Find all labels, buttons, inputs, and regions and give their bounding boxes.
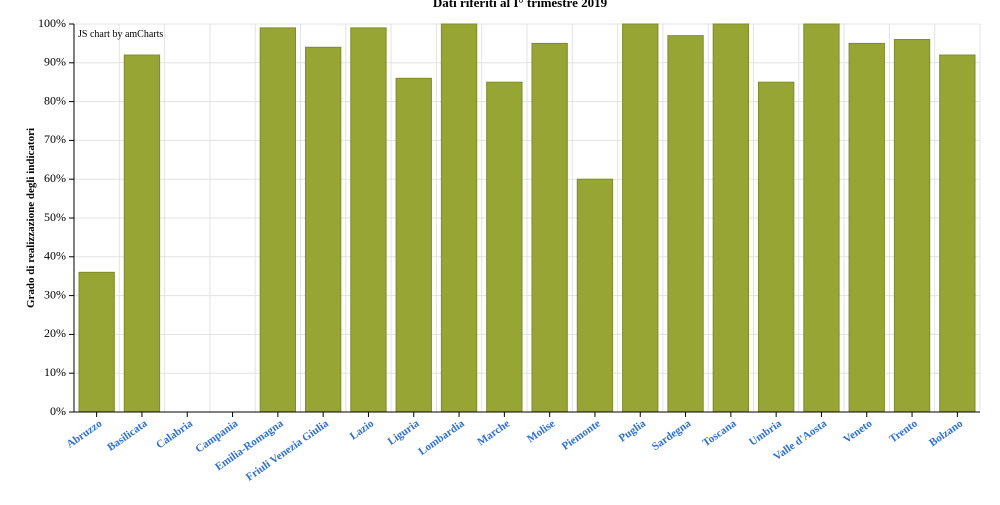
bar-trento[interactable] bbox=[893, 39, 931, 413]
bar-piemonte[interactable] bbox=[576, 178, 614, 413]
y-axis-ticks: 0% 10% 20% 30% 40% 50% 60% 70% 80% 90% 100% bbox=[38, 16, 74, 418]
y-tick-label: 80% bbox=[44, 93, 66, 107]
bar-veneto[interactable] bbox=[848, 42, 885, 413]
bar-marche[interactable] bbox=[486, 81, 523, 413]
grid-lines bbox=[73, 23, 981, 413]
chart-title: Dati riferiti al I° trimestre 2019 bbox=[433, 0, 608, 10]
x-tick-label[interactable]: Trento bbox=[887, 417, 920, 445]
x-tick-label[interactable]: Lombardia bbox=[416, 417, 467, 458]
bar-abruzzo[interactable] bbox=[78, 271, 115, 413]
bar-liguria[interactable] bbox=[395, 77, 432, 413]
x-tick-label[interactable]: Umbria bbox=[747, 417, 784, 448]
x-tick-label[interactable]: Molise bbox=[525, 418, 558, 446]
y-tick-label: 60% bbox=[44, 171, 66, 185]
x-tick-label[interactable]: Toscana bbox=[700, 417, 739, 449]
x-tick-label[interactable]: Bolzano bbox=[927, 417, 965, 449]
x-tick-label[interactable]: Marche bbox=[475, 418, 512, 449]
y-tick-label: 0% bbox=[50, 404, 66, 418]
x-tick-label[interactable]: Lazio bbox=[348, 417, 377, 442]
y-axis-label: Grado di realizzazione degli indicatori bbox=[25, 128, 37, 308]
x-tick-label[interactable]: Puglia bbox=[617, 417, 649, 444]
x-tick-label[interactable]: Basilicata bbox=[105, 417, 150, 453]
bar-sardegna[interactable] bbox=[667, 35, 704, 413]
bar-valle-d-aosta[interactable] bbox=[803, 23, 840, 413]
y-tick-label: 40% bbox=[44, 249, 66, 263]
amcharts-credit[interactable]: JS chart by amCharts bbox=[78, 29, 163, 40]
y-tick-label: 30% bbox=[44, 287, 66, 301]
bar-lombardia[interactable] bbox=[440, 23, 478, 413]
bar-basilicata[interactable] bbox=[123, 54, 161, 413]
y-tick-label: 50% bbox=[44, 210, 66, 224]
x-tick-label[interactable]: Piemonte bbox=[560, 418, 603, 453]
bar-friuli-venezia-giulia[interactable] bbox=[304, 46, 342, 413]
bar-molise[interactable] bbox=[531, 42, 568, 413]
bar-umbria[interactable] bbox=[757, 81, 795, 413]
x-tick-label[interactable]: Calabria bbox=[154, 417, 195, 451]
bars-group bbox=[78, 23, 976, 413]
x-tick-label[interactable]: Abruzzo bbox=[64, 417, 104, 450]
bar-bolzano[interactable] bbox=[939, 54, 976, 413]
x-axis-ticks: Abruzzo Basilicata CalabriaCampaniaEmilia-… bbox=[64, 412, 965, 484]
bar-emilia-romagna[interactable] bbox=[259, 27, 297, 413]
y-tick-label: 10% bbox=[44, 365, 66, 379]
bar-puglia[interactable] bbox=[622, 23, 659, 413]
bar-lazio[interactable] bbox=[350, 27, 387, 413]
y-tick-label: 100% bbox=[38, 16, 66, 30]
y-tick-label: 20% bbox=[44, 326, 66, 340]
bar-toscana[interactable] bbox=[712, 23, 750, 413]
y-tick-label: 90% bbox=[44, 55, 66, 69]
x-tick-label[interactable]: Friuli Venezia Giulia bbox=[244, 417, 331, 483]
y-tick-label: 70% bbox=[44, 132, 66, 146]
x-tick-label[interactable]: Liguria bbox=[386, 417, 422, 447]
x-tick-label[interactable]: Sardegna bbox=[650, 417, 694, 453]
x-tick-label[interactable]: Veneto bbox=[841, 417, 874, 445]
